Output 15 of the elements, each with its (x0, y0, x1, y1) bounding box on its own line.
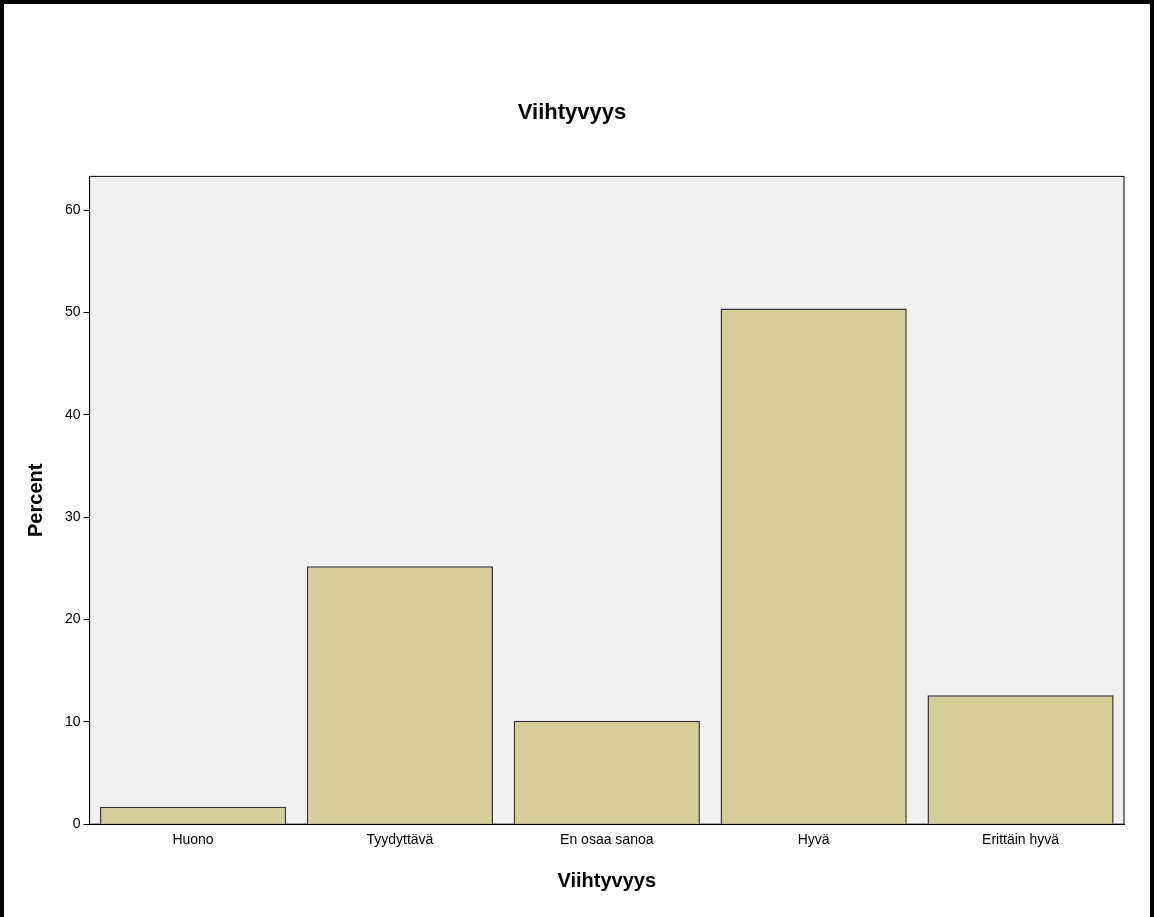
y-tick-label: 60 (64, 201, 81, 218)
y-tick-label: 10 (64, 712, 81, 729)
y-tick-label: 20 (64, 610, 81, 627)
x-tick-label: Erittäin hyvä (982, 831, 1060, 848)
x-tick-label: Tyydyttävä (366, 831, 434, 848)
y-tick-label: 50 (64, 303, 81, 320)
x-tick-label: En osaa sanoa (560, 831, 654, 848)
x-axis-title: Viihtyvyys (557, 868, 657, 891)
y-tick-label: 40 (64, 405, 81, 422)
y-axis-title: Percent (23, 463, 46, 537)
x-tick-label: Hyvä (797, 831, 830, 848)
x-tick-label: Huono (172, 831, 214, 848)
y-tick-label: 0 (72, 815, 81, 832)
y-tick-label: 30 (64, 508, 81, 525)
chart-title: Viihtyvyys (517, 99, 627, 125)
